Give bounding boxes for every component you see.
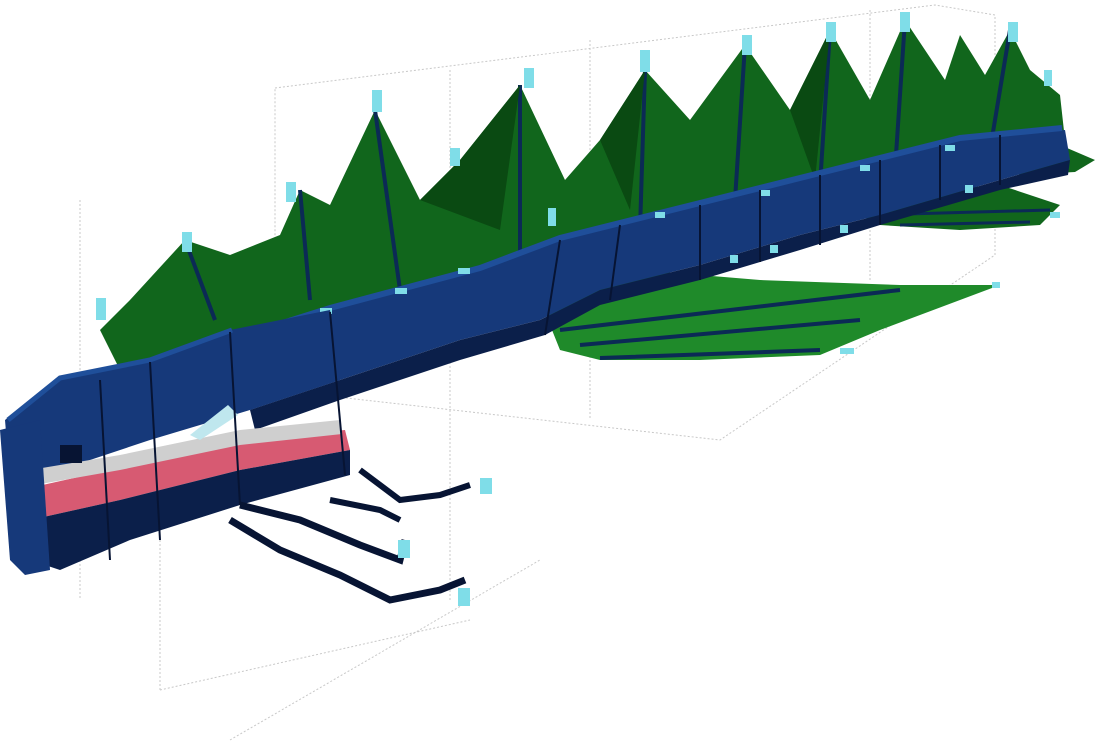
glow-spot: [730, 255, 738, 263]
fin-glow-tip: [1050, 212, 1060, 218]
upper-teeth: [30, 420, 342, 485]
tendril-glow-tip: [458, 588, 470, 606]
body-segment-lines: [544, 135, 1001, 336]
glow-spot: [945, 145, 955, 151]
eye-slit: [190, 405, 238, 440]
glow-spot: [965, 185, 973, 193]
spike-tip: [450, 148, 460, 166]
body-tube: [230, 130, 1070, 410]
spike-tip: [524, 68, 534, 88]
spike-tip: [826, 22, 836, 42]
spike-tip: [742, 35, 752, 55]
spike-tip: [96, 298, 106, 320]
guide-line-4: [229, 559, 541, 741]
tendril: [329, 497, 402, 523]
fin-glow-tip: [992, 282, 1000, 288]
spike-tip: [372, 90, 382, 112]
head-block-lines: [99, 311, 346, 561]
tendril-glow-tip: [398, 540, 410, 558]
glow-spot: [458, 268, 470, 274]
glow-spot: [760, 190, 770, 196]
side-fin-large-ribs: [559, 288, 901, 360]
tendril: [358, 467, 471, 504]
glow-spot: [840, 225, 848, 233]
nostril: [60, 445, 82, 463]
spike-tip: [1008, 22, 1018, 42]
spike-tip: [640, 50, 650, 72]
spike-tip: [286, 182, 296, 202]
tendril: [228, 516, 467, 604]
whisker-tendrils: [228, 467, 492, 606]
glow-spot: [395, 288, 407, 294]
jaw-side: [0, 420, 50, 575]
spike-tip: [182, 232, 192, 252]
fin-glow-tip: [840, 348, 854, 354]
tendril-glow-tip: [480, 478, 492, 494]
dorsal-fin-shade: [420, 30, 830, 230]
head-crest: [6, 327, 233, 422]
body-underside: [250, 160, 1070, 430]
side-fin-small: [860, 185, 1060, 230]
glow-spot: [860, 165, 870, 171]
dorsal-fin: [100, 19, 1065, 370]
spike-tip: [1044, 70, 1052, 86]
glow-spot: [770, 245, 778, 253]
dorsal-spike-tips: [96, 12, 1052, 320]
lower-jaw: [30, 450, 350, 570]
body-glow-spots: [320, 145, 973, 314]
guide-line-3: [159, 619, 471, 691]
spike-tip: [900, 12, 910, 32]
dorsal-fin-ribs: [183, 19, 1012, 321]
serpent-head: [0, 310, 350, 575]
glow-spot: [655, 212, 665, 218]
spike-tip: [548, 208, 556, 226]
mouth-interior: [20, 430, 350, 520]
serpent-body: [230, 125, 1070, 430]
head-top: [5, 310, 340, 480]
body-top-ridge: [234, 125, 1063, 341]
